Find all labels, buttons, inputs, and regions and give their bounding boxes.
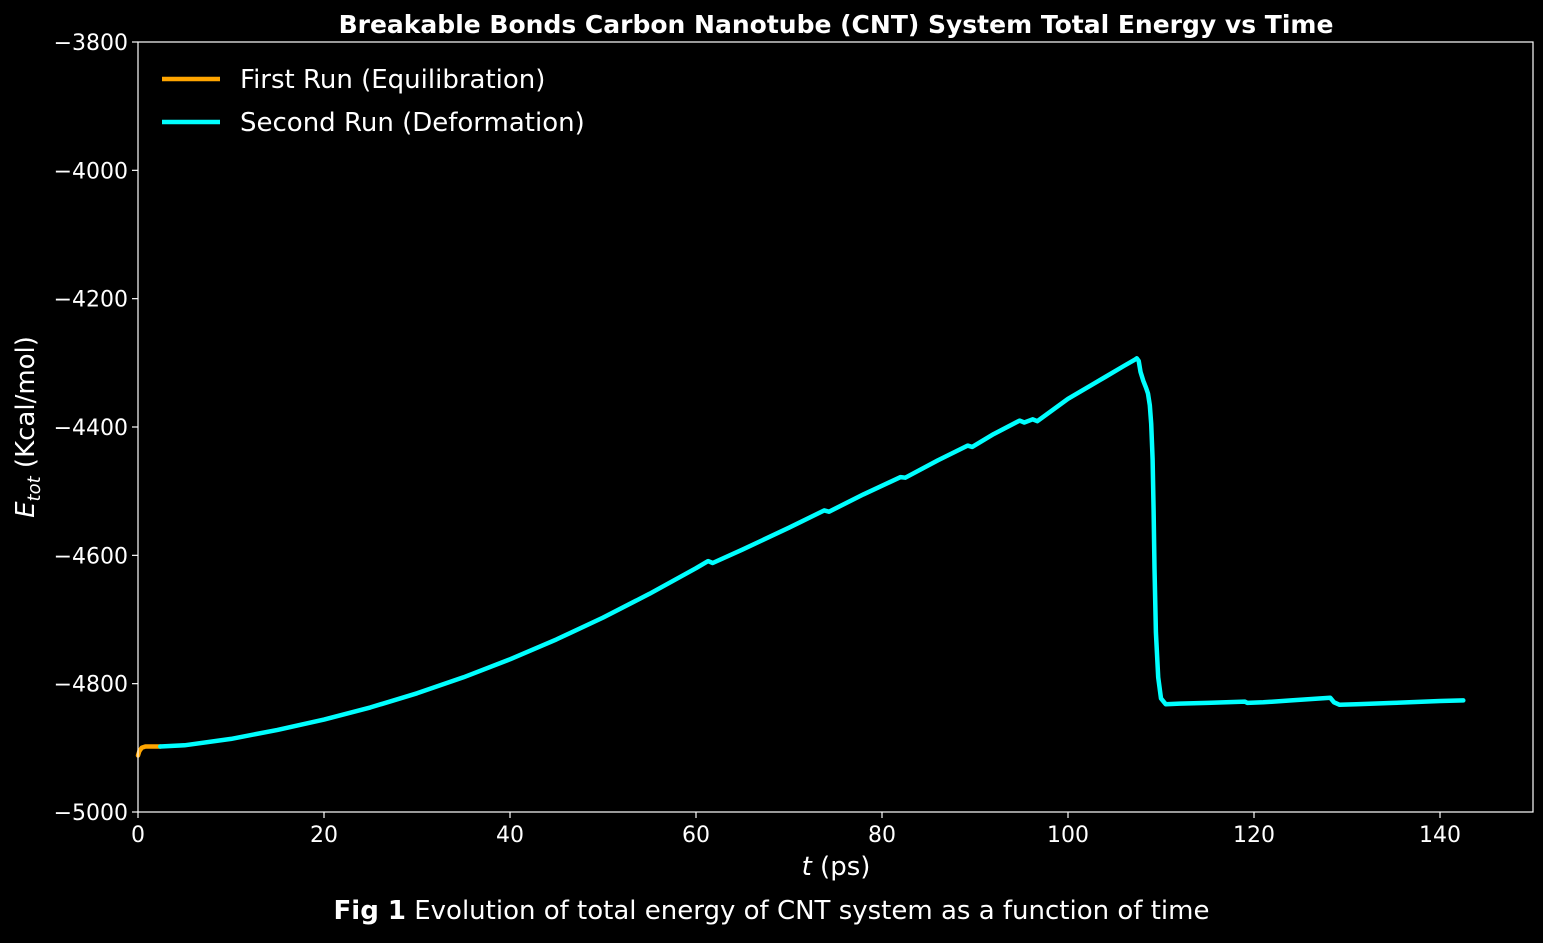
chart-title: Breakable Bonds Carbon Nanotube (CNT) Sy… bbox=[339, 10, 1334, 39]
y-axis-label-variable: E bbox=[11, 501, 41, 518]
y-axis-ticks: −5000 −4800 −4600 −4400 −4200 −4000 −3800 bbox=[54, 31, 138, 826]
figure-caption-text: Evolution of total energy of CNT system … bbox=[405, 896, 1210, 926]
x-tick-label: 100 bbox=[1047, 823, 1089, 848]
y-axis-label-unit: (Kcal/mol) bbox=[11, 336, 41, 476]
y-axis-label-subscript: tot bbox=[24, 475, 45, 501]
y-axis-label: Etot (Kcal/mol) bbox=[11, 336, 45, 518]
y-tick-label: −5000 bbox=[54, 801, 128, 826]
y-tick-label: −4000 bbox=[54, 159, 128, 184]
x-axis-ticks: 0 20 40 60 80 100 120 140 bbox=[131, 812, 1461, 848]
y-tick-label: −4400 bbox=[54, 416, 128, 441]
series-line-1 bbox=[135, 744, 163, 758]
x-tick-label: 0 bbox=[131, 823, 145, 848]
series-layer bbox=[135, 356, 1466, 758]
y-tick-label: −3800 bbox=[54, 31, 128, 56]
x-tick-label: 140 bbox=[1419, 823, 1461, 848]
y-tick-label: −4600 bbox=[54, 544, 128, 569]
y-tick-label: −4800 bbox=[54, 673, 128, 698]
x-tick-label: 20 bbox=[310, 823, 338, 848]
x-tick-label: 40 bbox=[496, 823, 524, 848]
legend: First Run (Equilibration) Second Run (Def… bbox=[162, 65, 585, 138]
y-tick-label: −4200 bbox=[54, 288, 128, 313]
legend-label-2: Second Run (Deformation) bbox=[240, 108, 585, 138]
x-axis-label: t (ps) bbox=[802, 852, 871, 882]
x-tick-label: 80 bbox=[868, 823, 896, 848]
legend-label-1: First Run (Equilibration) bbox=[240, 65, 545, 95]
x-axis-label-unit: (ps) bbox=[812, 852, 871, 882]
figure-caption: Fig 1 Evolution of total energy of CNT s… bbox=[0, 896, 1543, 926]
x-tick-label: 60 bbox=[682, 823, 710, 848]
x-tick-label: 120 bbox=[1233, 823, 1275, 848]
x-axis-label-variable: t bbox=[802, 852, 813, 882]
figure-caption-label: Fig 1 bbox=[333, 896, 406, 926]
series-line-2 bbox=[158, 356, 1466, 749]
